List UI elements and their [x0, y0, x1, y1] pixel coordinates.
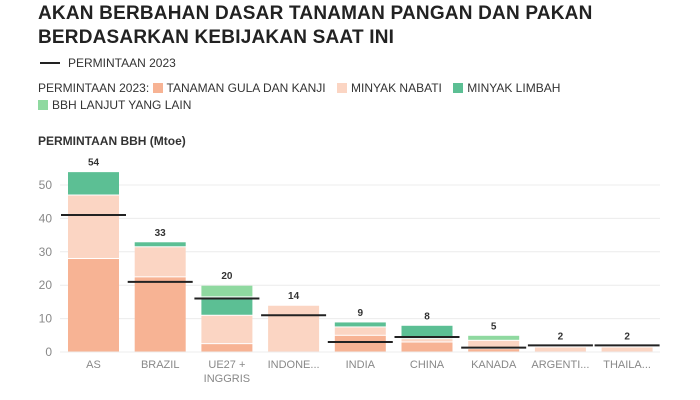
x-tick-label: THAILA... [603, 359, 651, 371]
data-label: 54 [88, 158, 100, 169]
line-legend: PERMINTAAN 2023 [40, 56, 176, 70]
bar-segment [68, 258, 119, 352]
y-axis-label: PERMINTAAN BBH (Mtoe) [38, 134, 186, 148]
bar-segment [134, 247, 186, 277]
data-label: 2 [558, 331, 564, 342]
data-label: 33 [155, 228, 167, 239]
bar-segment [201, 344, 253, 352]
data-label: 2 [624, 331, 630, 342]
bar-segment [201, 285, 253, 297]
bar-segment [401, 339, 453, 342]
bar-segment [68, 195, 119, 258]
bar-segment [334, 322, 386, 327]
x-tick-label: INDONE... [268, 359, 320, 371]
bar-segment [334, 327, 386, 335]
x-tick-label: BRAZIL [141, 359, 180, 371]
y-tick-label: 20 [39, 278, 53, 292]
bar-segment [468, 349, 520, 352]
stack-legend-title: PERMINTAAN 2023: [38, 81, 150, 95]
data-label: 20 [221, 271, 233, 282]
bar-segment [68, 172, 119, 195]
y-tick-label: 50 [39, 178, 53, 192]
bar-segment [201, 297, 253, 315]
bar-segment [534, 347, 586, 352]
bar-segment [601, 347, 653, 352]
data-label: 9 [358, 308, 364, 319]
x-tick-label: INDIA [346, 359, 376, 371]
bar-segment [468, 335, 520, 340]
y-tick-label: 0 [45, 345, 52, 359]
legend-item-vegoil: MINYAK NABATI [336, 81, 442, 95]
line-legend-swatch [40, 62, 60, 64]
bar-segment [134, 277, 186, 352]
bar-segment [334, 335, 386, 352]
legend-item-sugar: TANAMAN GULA DAN KANJI [152, 81, 326, 95]
y-tick-label: 30 [39, 245, 53, 259]
x-tick-label: AS [86, 359, 101, 371]
bar-segment [201, 315, 253, 344]
x-tick-label: UE27 + INGGRIS [204, 359, 250, 385]
chart-title: AKAN BERBAHAN DASAR TANAMAN PANGAN DAN P… [38, 3, 593, 48]
data-label: 8 [424, 311, 430, 322]
x-tick-label: ARGENTI... [531, 359, 589, 371]
x-tick-label: CHINA [410, 359, 445, 371]
y-tick-label: 40 [39, 211, 53, 225]
bar-segment [468, 340, 520, 349]
legend-item-waste: MINYAK LIMBAH [453, 81, 560, 95]
bar-segment [401, 342, 453, 352]
data-label: 5 [491, 321, 497, 332]
bar-segment [268, 305, 320, 352]
line-legend-label: PERMINTAAN 2023 [68, 56, 176, 70]
data-label: 14 [288, 291, 300, 302]
legend-item-advanced: BBH LANJUT YANG LAIN [38, 98, 191, 112]
bar-segment [134, 242, 186, 247]
stack-legend: PERMINTAAN 2023: TANAMAN GULA DAN KANJI … [38, 80, 678, 114]
y-tick-label: 10 [39, 312, 53, 326]
bar-segment [401, 325, 453, 339]
x-tick-label: KANADA [471, 359, 517, 371]
